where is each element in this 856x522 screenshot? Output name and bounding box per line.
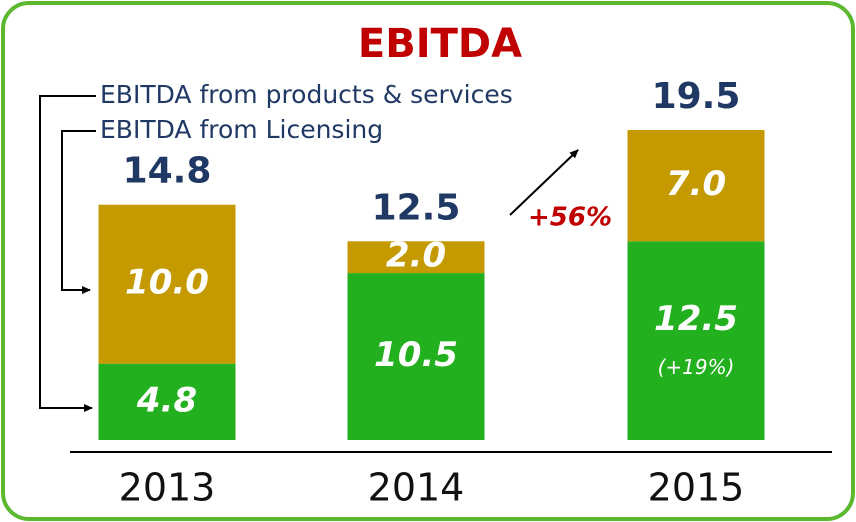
- legend-label: EBITDA from products & services: [100, 80, 513, 109]
- legend-connector: [39, 95, 96, 412]
- value-label: 10.0: [125, 263, 209, 303]
- bar-segment: [627, 241, 765, 440]
- bar-segment: [627, 130, 765, 242]
- x-tick-label: 2013: [119, 466, 216, 510]
- total-label: 19.5: [652, 76, 741, 117]
- bar-segment: [98, 363, 236, 440]
- growth-annotation: +56%: [528, 203, 612, 233]
- x-tick-label: 2015: [648, 466, 745, 510]
- value-label: 2.0: [386, 236, 446, 276]
- bar-segment: [98, 204, 236, 364]
- x-tick-label: 2014: [368, 466, 465, 510]
- bar-segment: [347, 241, 485, 274]
- chart-title: EBITDA: [358, 21, 522, 67]
- total-label: 14.8: [123, 151, 212, 192]
- total-label: 12.5: [372, 187, 461, 228]
- growth-arrow: [509, 149, 579, 216]
- bar-segment: [347, 273, 485, 440]
- legend-label: EBITDA from Licensing: [100, 115, 383, 144]
- value-label: 4.8: [136, 380, 197, 420]
- legend-connector: [61, 130, 96, 294]
- value-label: 7.0: [666, 164, 726, 204]
- value-label: 10.5: [374, 335, 458, 375]
- growth-note: (+19%): [658, 355, 735, 379]
- value-label: 12.5: [654, 299, 738, 339]
